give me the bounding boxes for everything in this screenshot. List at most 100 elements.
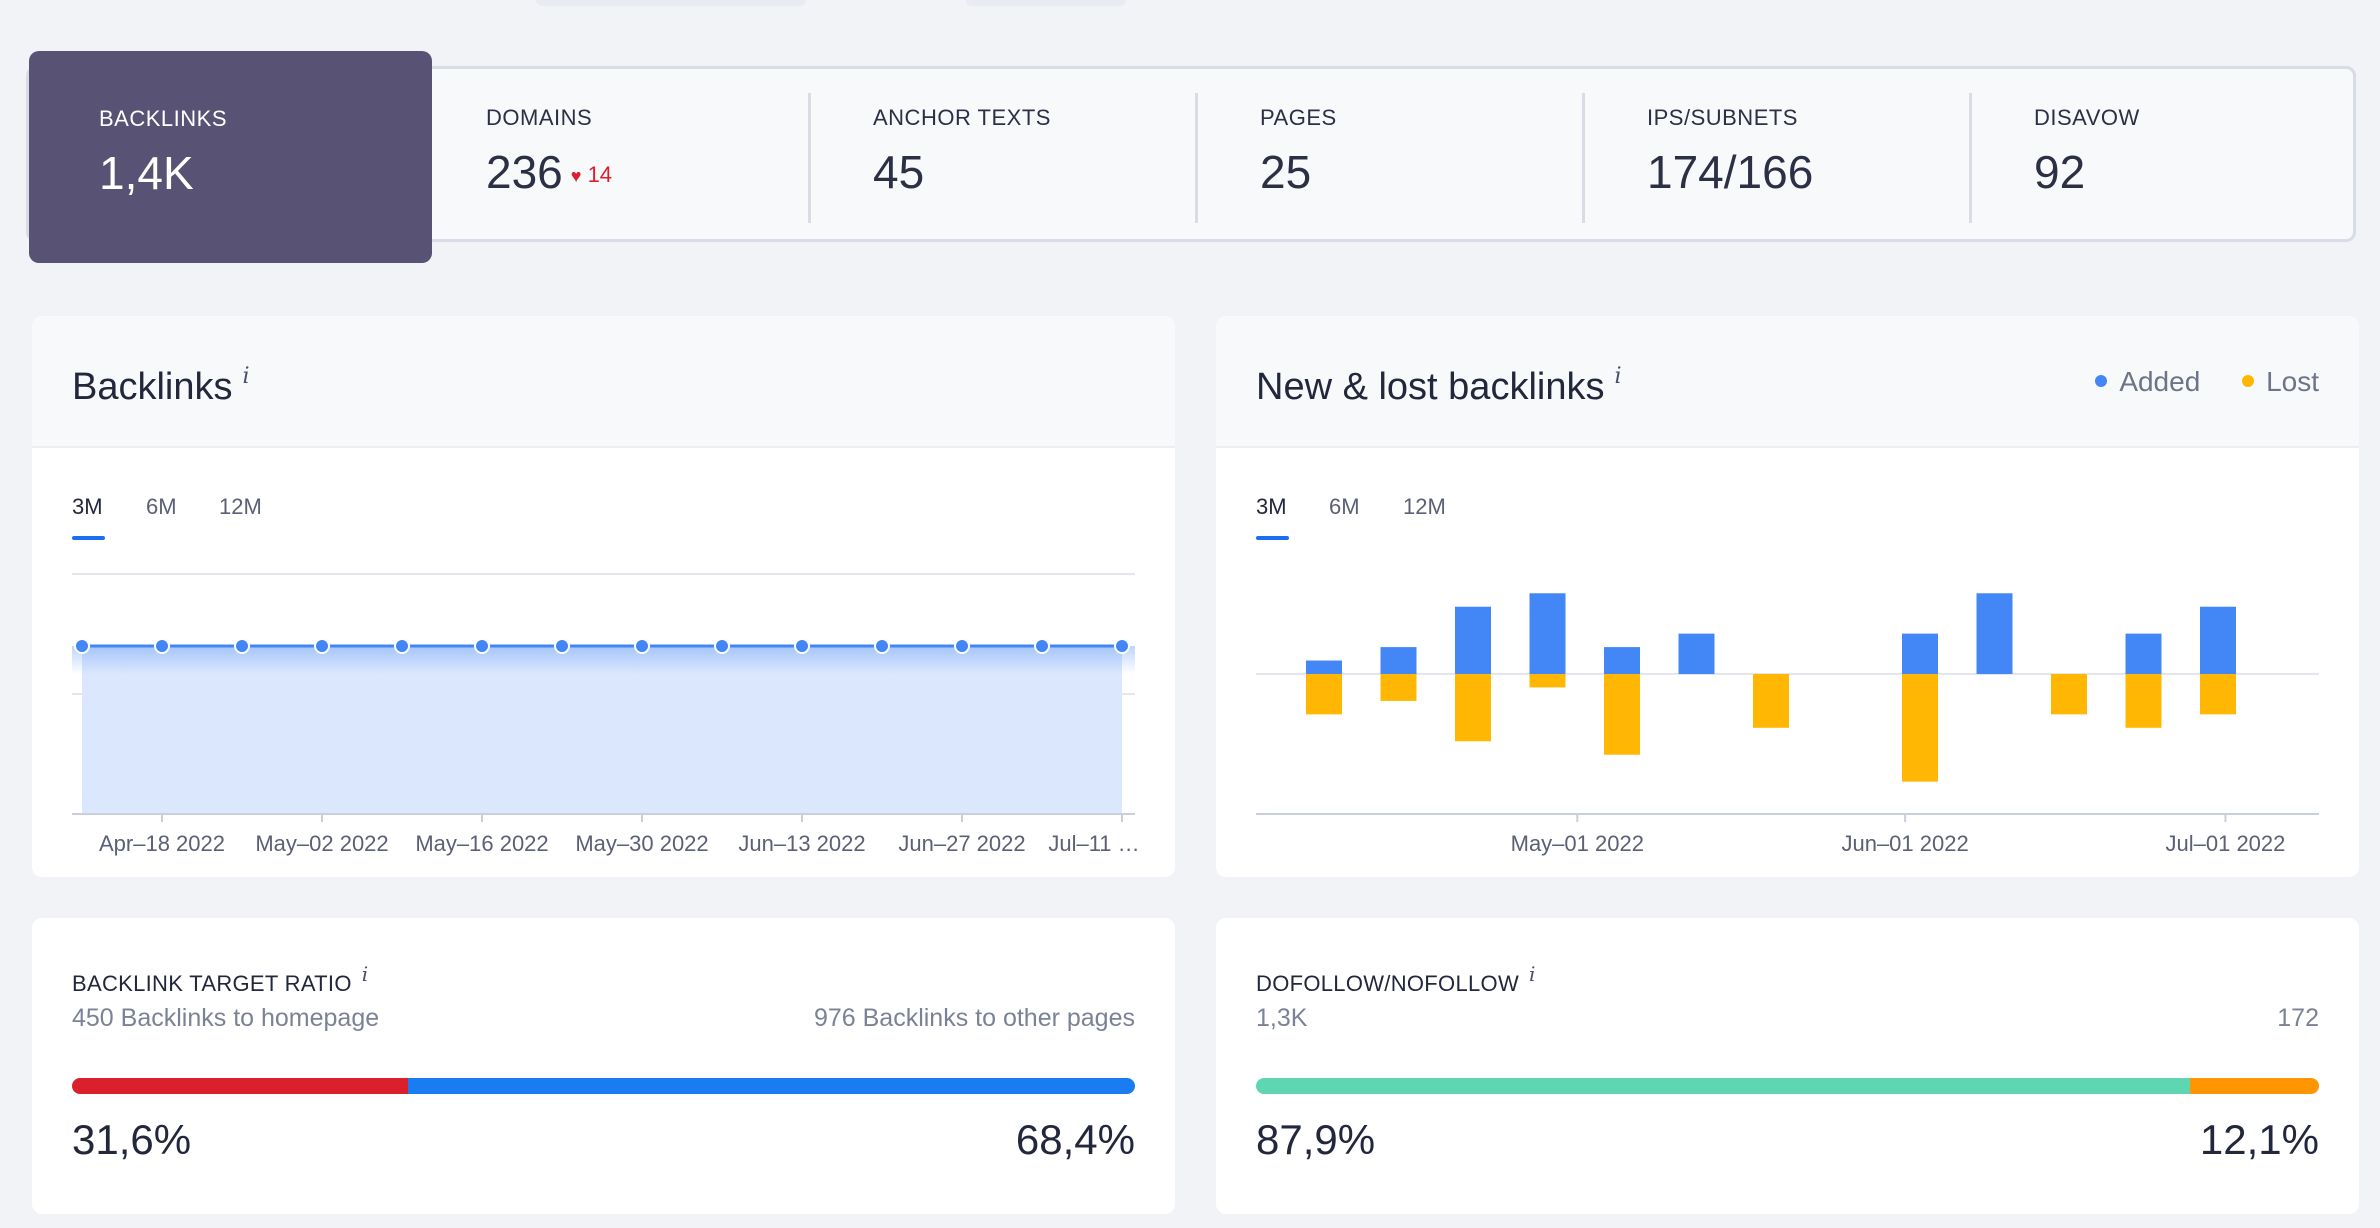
card-title: DOFOLLOW/NOFOLLOW i xyxy=(1256,962,1536,997)
metric-value-number: 236 xyxy=(486,146,563,198)
target-ratio-card: BACKLINK TARGET RATIO i 450 Backlinks to … xyxy=(32,918,1175,1214)
area-fill xyxy=(82,646,1122,814)
ratio-bar-dofollow xyxy=(1256,1078,2191,1094)
data-point xyxy=(394,638,410,654)
card-header: Backlinks i xyxy=(32,316,1175,448)
metric-value: 25 xyxy=(1260,146,1312,198)
added-bar xyxy=(1604,647,1640,674)
added-bar xyxy=(1529,593,1566,674)
metric-divider xyxy=(808,93,811,223)
metric-value: 236 ♥ 14 xyxy=(486,145,612,199)
card-title: BACKLINK TARGET RATIO i xyxy=(72,962,368,997)
metric-divider xyxy=(1969,93,1972,223)
metric-pages[interactable]: PAGES 25 xyxy=(1190,69,1577,239)
tab-12m[interactable]: 12M xyxy=(219,494,262,519)
card-title-text: Backlinks xyxy=(72,366,233,408)
dofollow-percent: 87,9% xyxy=(1256,1116,1376,1163)
new-lost-bar-chart: May–01 2022 Jun–01 2022 Jul–01 2022 xyxy=(1256,593,2319,856)
lost-bar xyxy=(2125,674,2162,728)
x-tick-label: Jun–01 2022 xyxy=(1841,831,1968,856)
nofollow-percent: 12,1% xyxy=(2199,1116,2319,1163)
data-point xyxy=(554,638,570,654)
data-point xyxy=(1034,638,1050,654)
follow-ratio-card: DOFOLLOW/NOFOLLOW i 1,3K 172 87,9% 12,1% xyxy=(1216,918,2359,1214)
ratio-bar xyxy=(72,1078,1135,1094)
metric-label: DOMAINS xyxy=(486,105,593,130)
backlinks-area-chart: Apr–18 2022 May–02 2022 May–16 2022 May–30 … xyxy=(72,573,1140,856)
x-tick-label: Jun–27 2022 xyxy=(898,831,1025,856)
info-icon[interactable]: i xyxy=(1529,962,1536,986)
metric-value: 174/166 xyxy=(1647,146,1814,198)
card-title: Backlinks i xyxy=(72,364,250,409)
lost-bar xyxy=(1753,674,1789,728)
metric-label: BACKLINKS xyxy=(99,106,227,131)
info-icon[interactable]: i xyxy=(1614,364,1622,389)
metric-label: DISAVOW xyxy=(2034,105,2140,130)
legend-item-added[interactable]: Added xyxy=(2095,366,2200,397)
homepage-percent: 31,6% xyxy=(72,1116,192,1163)
data-point xyxy=(634,638,650,654)
data-point xyxy=(874,638,890,654)
tab-3m[interactable]: 3M xyxy=(72,494,105,540)
ratio-bar-nofollow xyxy=(2190,1078,2319,1094)
legend-label: Lost xyxy=(2266,366,2319,397)
legend-label: Added xyxy=(2119,366,2201,397)
x-tick-label: May–01 2022 xyxy=(1511,831,1644,856)
x-tick-label: May–16 2022 xyxy=(415,831,548,856)
scroll-ghost xyxy=(966,0,1126,6)
heart-icon: ♥ xyxy=(570,166,582,186)
delta-badge: ♥ 14 xyxy=(571,162,612,187)
lost-bar xyxy=(1902,674,1938,782)
tab-6m[interactable]: 6M xyxy=(146,494,177,519)
metric-anchor-texts[interactable]: ANCHOR TEXTS 45 xyxy=(803,69,1190,239)
tab-12m[interactable]: 12M xyxy=(1403,494,1446,519)
metric-value: 45 xyxy=(873,146,925,198)
tab-3m[interactable]: 3M xyxy=(1256,494,1289,540)
lost-bar xyxy=(1604,674,1640,755)
legend-item-lost[interactable]: Lost xyxy=(2242,366,2319,397)
added-bar xyxy=(1455,606,1491,674)
metric-disavow[interactable]: DISAVOW 92 xyxy=(1964,69,2351,239)
x-tick-label: Jun–13 2022 xyxy=(738,831,865,856)
tab-6m[interactable]: 6M xyxy=(1329,494,1360,519)
info-icon[interactable]: i xyxy=(361,962,369,986)
x-tick-label: May–02 2022 xyxy=(255,831,388,856)
new-lost-card: New & lost backlinks i Added Lost 3M 6M 1… xyxy=(1216,316,2359,877)
data-point xyxy=(74,638,90,654)
added-bar xyxy=(1678,633,1715,674)
metric-label: IPS/SUBNETS xyxy=(1647,105,1798,130)
delta-value: 14 xyxy=(587,162,613,187)
lost-bar xyxy=(1455,674,1491,742)
metric-ips-subnets[interactable]: IPS/SUBNETS 174/166 xyxy=(1577,69,1964,239)
homepage-count: 450 Backlinks to homepage xyxy=(72,1004,380,1032)
other-pages-count: 976 Backlinks to other pages xyxy=(813,1004,1135,1032)
info-icon[interactable]: i xyxy=(242,364,250,389)
lost-bar xyxy=(1306,674,1342,715)
lost-bar xyxy=(2200,674,2236,715)
x-tick-label: Apr–18 2022 xyxy=(99,831,225,856)
added-bar xyxy=(1380,647,1417,674)
legend-dot xyxy=(2242,375,2255,387)
x-tick-label: Jul–01 2022 xyxy=(2166,831,2286,856)
data-point xyxy=(154,638,170,654)
data-point xyxy=(474,638,490,654)
metric-backlinks[interactable]: BACKLINKS 1,4K xyxy=(29,51,432,263)
line-glow xyxy=(72,646,1135,674)
card-title-text: New & lost backlinks xyxy=(1256,366,1605,408)
added-bar xyxy=(1976,593,2013,674)
data-point xyxy=(954,638,970,654)
data-point xyxy=(714,638,730,654)
metric-divider xyxy=(1195,93,1198,223)
ratio-bar xyxy=(1256,1078,2319,1094)
scroll-ghost xyxy=(536,0,806,6)
metric-divider xyxy=(1582,93,1585,223)
ratio-bar-other xyxy=(407,1078,1135,1094)
metric-domains[interactable]: DOMAINS 236 ♥ 14 xyxy=(416,69,803,239)
lost-bar xyxy=(1380,674,1417,701)
added-bar xyxy=(1902,633,1938,674)
data-point xyxy=(1114,638,1130,654)
metric-label: PAGES xyxy=(1260,105,1337,130)
backlinks-card: Backlinks i 3M 6M 12M Apr–18 2022 May–02 2… xyxy=(32,316,1175,877)
legend-dot xyxy=(2095,375,2108,387)
x-tick-label: May–30 2022 xyxy=(575,831,708,856)
